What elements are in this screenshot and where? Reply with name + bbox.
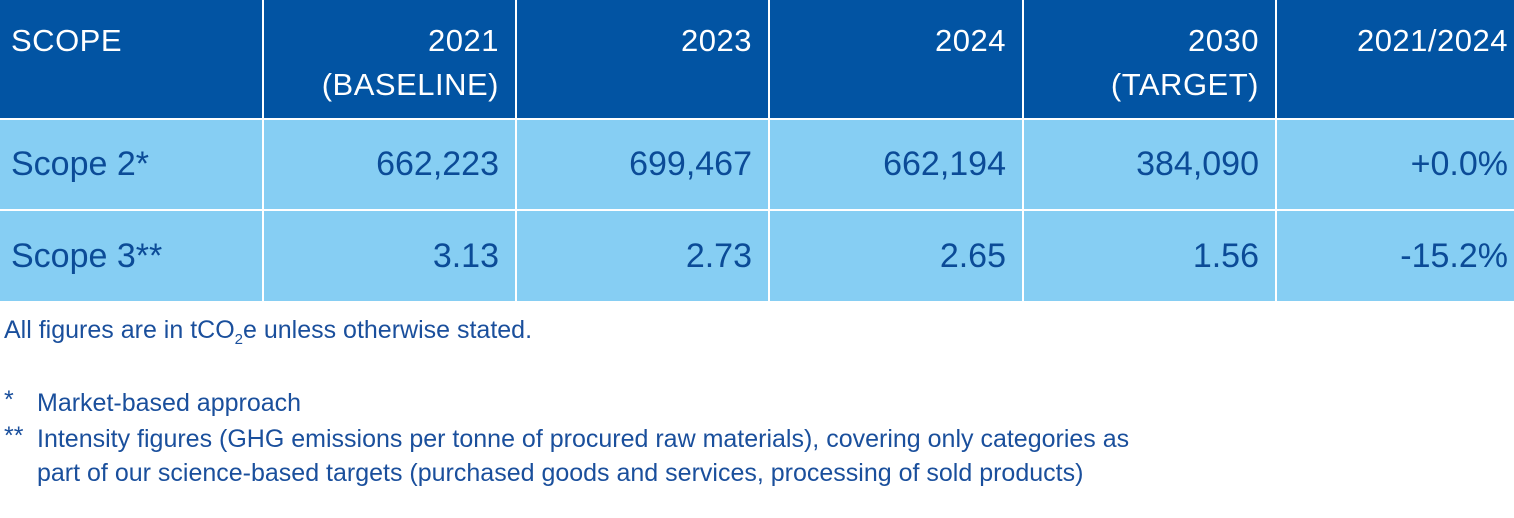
header-change: 2021/2024 — [1277, 0, 1514, 118]
row-scope2-change: +0.0% — [1277, 120, 1514, 209]
header-2021-note: (BASELINE) — [321, 67, 499, 102]
unit-statement: All figures are in tCO2e unless otherwis… — [4, 316, 532, 348]
header-change-label: 2021/2024 — [1356, 23, 1508, 58]
row-scope3-2030: 1.56 — [1024, 211, 1275, 301]
emissions-table: SCOPE 2021 (BASELINE) 2023 2024 2030 (TA… — [0, 0, 1514, 301]
header-2030-year: 2030 — [1188, 23, 1259, 58]
footnote-mark: ** — [4, 422, 24, 450]
row-scope3-change: -15.2% — [1277, 211, 1514, 301]
row-scope3-2021: 3.13 — [264, 211, 515, 301]
header-2021: 2021 (BASELINE) — [264, 0, 515, 118]
row-scope2-2024: 662,194 — [770, 120, 1022, 209]
unit-subscript: 2 — [234, 331, 243, 348]
header-2030-note: (TARGET) — [1110, 67, 1259, 102]
footnote-text-line2: part of our science-based targets (purch… — [37, 459, 1084, 487]
unit-suffix: e unless otherwise stated. — [242, 316, 533, 344]
header-2024: 2024 — [770, 0, 1022, 118]
row-scope3-2023: 2.73 — [517, 211, 768, 301]
row-scope3-label: Scope 3** — [0, 211, 262, 301]
footnote-text-block: Intensity figures (GHG emissions per ton… — [37, 422, 1129, 490]
header-2021-year: 2021 — [428, 23, 499, 58]
header-2024-year: 2024 — [935, 23, 1006, 58]
header-2023: 2023 — [517, 0, 768, 118]
footnote-mark: * — [4, 386, 14, 414]
footnote-text: Market-based approach — [37, 389, 302, 417]
header-scope-label: SCOPE — [11, 23, 123, 58]
unit-prefix: All figures are in tCO — [4, 316, 235, 344]
header-2023-year: 2023 — [681, 23, 752, 58]
row-scope3-2024: 2.65 — [770, 211, 1022, 301]
row-scope2-2023: 699,467 — [517, 120, 768, 209]
row-scope2-2030: 384,090 — [1024, 120, 1275, 209]
row-scope2-label: Scope 2* — [0, 120, 262, 209]
row-scope2-2021: 662,223 — [264, 120, 515, 209]
footnote-text-line1: Intensity figures (GHG emissions per ton… — [37, 425, 1130, 453]
header-scope: SCOPE — [0, 0, 262, 118]
header-2030: 2030 (TARGET) — [1024, 0, 1275, 118]
